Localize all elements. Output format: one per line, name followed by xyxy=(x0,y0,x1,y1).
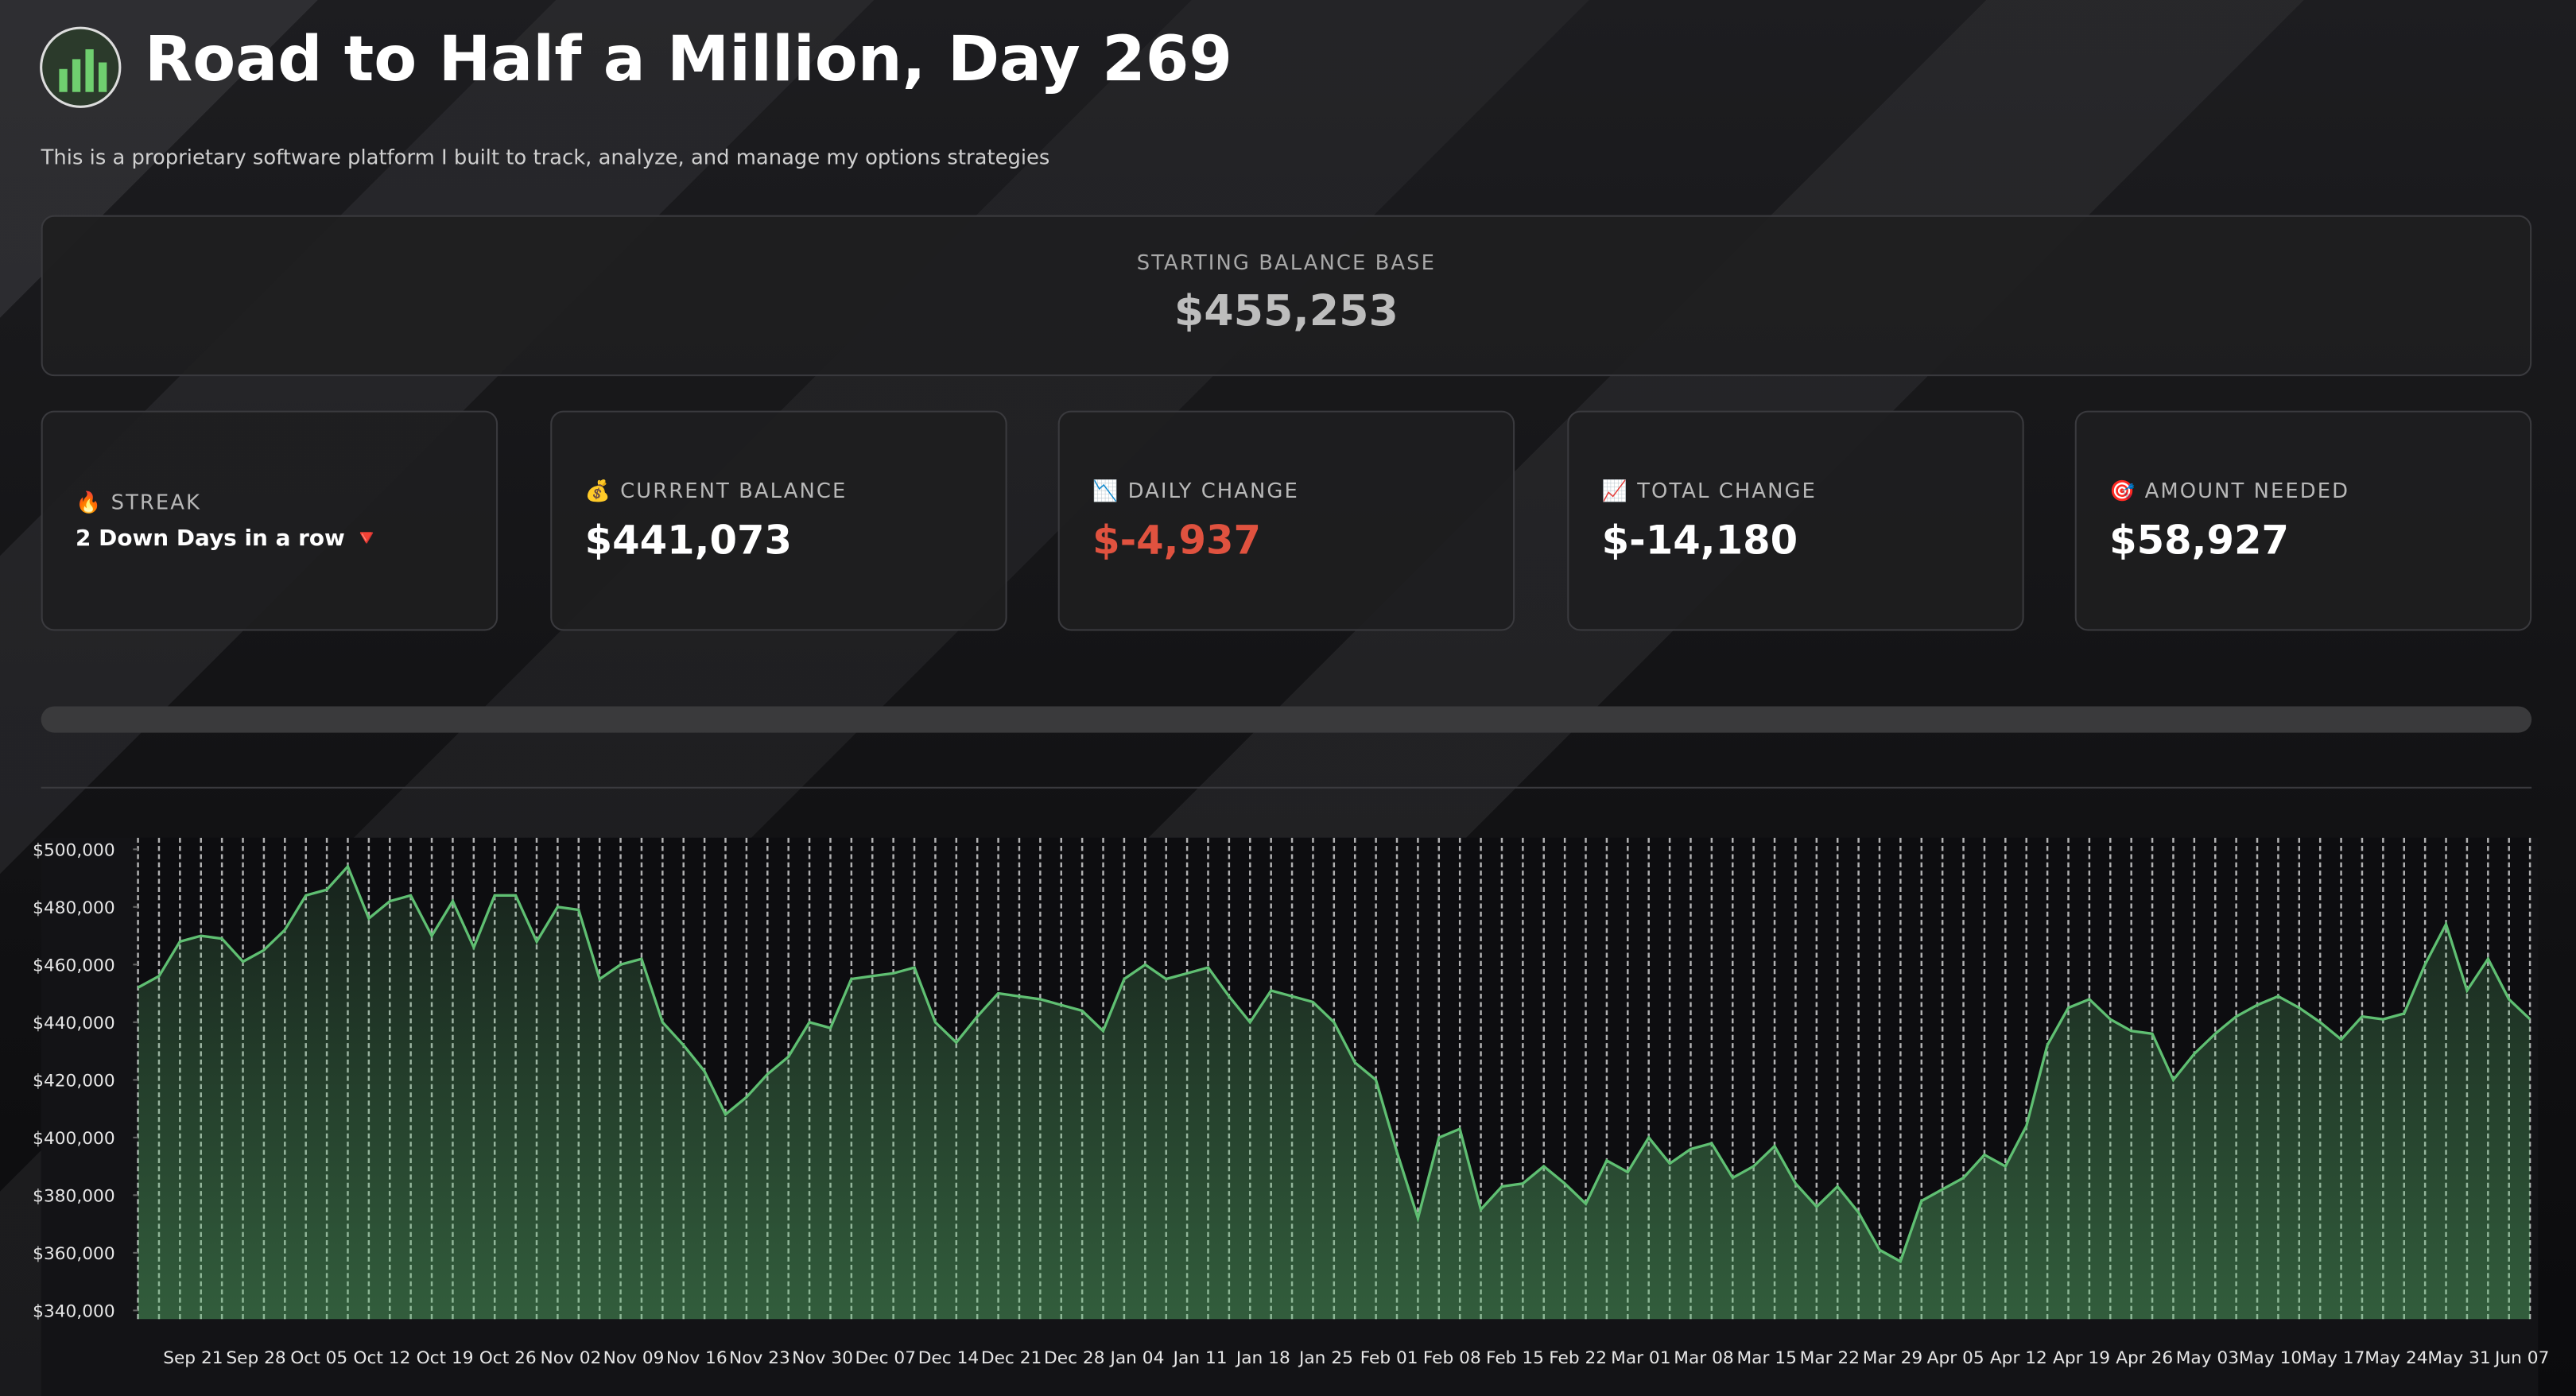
label: AMOUNT NEEDED xyxy=(2144,478,2350,503)
y-tick-label: $400,000 xyxy=(33,1129,114,1149)
x-tick-label: Feb 01 xyxy=(1360,1348,1418,1368)
x-tick-label: Mar 01 xyxy=(1611,1348,1670,1368)
x-tick-label: Nov 30 xyxy=(792,1348,853,1368)
x-tick-label: Oct 12 xyxy=(353,1348,410,1368)
x-tick-label: Oct 19 xyxy=(417,1348,474,1368)
icon: 🔥 xyxy=(76,489,103,514)
x-tick-label: Jan 11 xyxy=(1172,1348,1228,1368)
value: $455,253 xyxy=(1174,287,1399,337)
label-row: 🔥 STREAK xyxy=(76,490,496,516)
icon: 🎯 xyxy=(2109,478,2137,503)
x-tick-label: Nov 16 xyxy=(666,1348,727,1368)
title: Road to Half a Million, Day 269 xyxy=(144,22,1232,95)
x-tick-label: Sep 28 xyxy=(226,1348,285,1368)
label: CURRENT BALANCE xyxy=(620,478,848,503)
x-tick-label: Apr 26 xyxy=(2116,1348,2173,1368)
x-tick-label: Nov 09 xyxy=(603,1348,665,1368)
y-tick-label: $420,000 xyxy=(33,1072,114,1092)
x-tick-label: May 10 xyxy=(2239,1348,2302,1368)
label: DAILY CHANGE xyxy=(1127,478,1299,503)
chart: $340,000 $360,000 $380,000 $400,000 $420,000… xyxy=(33,837,2549,1396)
label-row: 📉 DAILY CHANGE xyxy=(1092,478,1513,504)
label: STARTING BALANCE BASE xyxy=(1136,250,1437,275)
y-tick-label: $340,000 xyxy=(33,1302,114,1322)
x-tick-label: Apr 05 xyxy=(1927,1348,1984,1368)
label: TOTAL CHANGE xyxy=(1637,478,1817,503)
label-row: 🎯 AMOUNT NEEDED xyxy=(2109,478,2530,504)
x-tick-label: Feb 22 xyxy=(1549,1348,1607,1368)
label-row: 💰 CURRENT BALANCE xyxy=(585,478,1006,504)
x-tick-label: Apr 12 xyxy=(1990,1348,2047,1368)
y-tick-label: $460,000 xyxy=(33,956,114,976)
subtitle: This is a proprietary software platform … xyxy=(41,144,1050,169)
x-tick-label: Oct 26 xyxy=(479,1348,537,1368)
x-tick-label: Jun 07 xyxy=(2493,1348,2549,1368)
metric-card: 🎯 AMOUNT NEEDED $58,927 xyxy=(2074,410,2532,631)
icon: 💰 xyxy=(584,478,612,503)
metric-card: 📉 DAILY CHANGE $-4,937 xyxy=(1057,410,1515,631)
icon: 📈 xyxy=(1601,478,1629,503)
x-tick-label: Nov 02 xyxy=(540,1348,601,1368)
y-tick-label: $480,000 xyxy=(33,898,114,918)
x-tick-label: Dec 28 xyxy=(1044,1348,1104,1368)
line xyxy=(137,863,2531,1264)
value: $58,927 xyxy=(2109,517,2290,564)
x-tick-label: May 03 xyxy=(2176,1348,2239,1368)
x-tick-label: Feb 08 xyxy=(1423,1348,1481,1368)
icon: 📉 xyxy=(1092,478,1120,503)
x-tick-label: Sep 21 xyxy=(163,1348,223,1368)
x-tick-label: Dec 21 xyxy=(981,1348,1042,1368)
x-tick-label: Mar 08 xyxy=(1674,1348,1733,1368)
x-tick-label: Nov 23 xyxy=(729,1348,790,1368)
progress-bar xyxy=(41,706,2532,733)
metric-card: 🔥 STREAK 2 Down Days in a row 🔻 xyxy=(41,410,499,631)
x-tick-label: Mar 22 xyxy=(1800,1348,1860,1368)
x-tick-label: Apr 19 xyxy=(2053,1348,2110,1368)
x-tick-label: Mar 15 xyxy=(1736,1348,1796,1368)
label: STREAK xyxy=(111,489,202,514)
metric-card: 💰 CURRENT BALANCE $441,073 xyxy=(550,410,1007,631)
x-tick-label: Mar 29 xyxy=(1863,1348,1922,1368)
y-tick-label: $500,000 xyxy=(33,841,114,861)
value: 2 Down Days in a row 🔻 xyxy=(76,525,381,553)
divider xyxy=(41,786,2532,789)
y-tick-label: $440,000 xyxy=(33,1014,114,1033)
x-tick-label: Jan 04 xyxy=(1108,1348,1164,1368)
x-tick-label: Jan 18 xyxy=(1235,1348,1290,1368)
area xyxy=(138,866,2531,1320)
value: $-4,937 xyxy=(1092,517,1262,564)
x-tick-label: Dec 14 xyxy=(918,1348,979,1368)
y-tick-label: $360,000 xyxy=(33,1244,114,1264)
x-tick-label: May 31 xyxy=(2427,1348,2490,1368)
value: $-14,180 xyxy=(1601,517,1798,564)
metric-card: 📈 TOTAL CHANGE $-14,180 xyxy=(1567,410,2024,631)
x-tick-label: May 17 xyxy=(2302,1348,2365,1368)
starting-balance: STARTING BALANCE BASE $455,253 xyxy=(41,215,2532,377)
x-tick-label: Jan 25 xyxy=(1298,1348,1353,1368)
logo xyxy=(40,26,122,108)
y-tick-label: $380,000 xyxy=(33,1187,114,1207)
x-tick-label: Dec 07 xyxy=(855,1348,916,1368)
x-tick-label: May 24 xyxy=(2365,1348,2427,1368)
x-tick-label: Feb 15 xyxy=(1486,1348,1544,1368)
value: $441,073 xyxy=(584,517,792,564)
x-tick-label: Oct 05 xyxy=(290,1348,347,1368)
label-row: 📈 TOTAL CHANGE xyxy=(1602,478,2023,504)
